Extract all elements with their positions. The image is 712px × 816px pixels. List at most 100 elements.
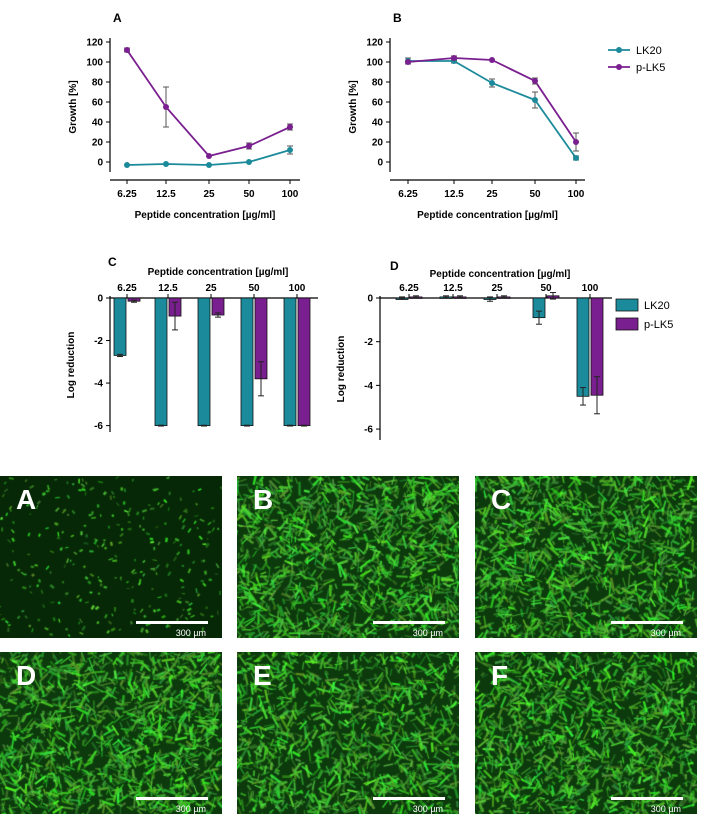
y-tick-label: 20 (92, 138, 104, 149)
data-point (489, 57, 495, 63)
scale-label: 300 µm (650, 804, 681, 814)
x-tick-label: 100 (582, 283, 599, 294)
micrograph-tile: E 300 µm (237, 652, 459, 814)
y-tick-label: -6 (94, 421, 103, 432)
data-point (573, 139, 579, 145)
bar (283, 297, 297, 427)
y-tick-label: 0 (97, 158, 103, 169)
data-point (405, 59, 411, 65)
panel-letter: A (113, 11, 122, 25)
x-tick-label: 25 (205, 283, 217, 294)
micrograph-letter: B (253, 484, 274, 515)
scale-label: 300 µm (175, 804, 206, 814)
x-tick-label: 25 (486, 189, 498, 200)
x-tick-label: 12.5 (444, 189, 464, 200)
y-tick-label: 40 (92, 118, 104, 129)
legend-swatch (615, 298, 639, 312)
x-tick-label: 25 (203, 189, 215, 200)
micrograph-tile: A 300 µm (0, 476, 222, 638)
data-point (206, 162, 212, 168)
data-point (246, 143, 252, 149)
bar (154, 297, 168, 427)
x-tick-label: 6.25 (399, 283, 419, 294)
micrograph-letter: E (253, 660, 272, 691)
micrograph-tile: C 300 µm (475, 476, 697, 638)
y-tick-label: 20 (372, 138, 384, 149)
y-axis-label: Log reduction (336, 336, 347, 403)
legend-label: LK20 (644, 300, 670, 312)
data-point (451, 55, 457, 61)
y-tick-label: 120 (86, 38, 103, 49)
x-tick-label: 50 (529, 189, 541, 200)
y-axis-label: Log reduction (66, 332, 77, 399)
data-point (532, 97, 538, 103)
data-point (489, 80, 495, 86)
legend-label: p-LK5 (644, 319, 673, 331)
x-tick-label: 6.25 (117, 283, 137, 294)
series-line (407, 57, 577, 143)
x-tick-label: 6.25 (117, 189, 137, 200)
micrograph-tile: D 300 µm (0, 652, 222, 814)
legend-marker (616, 47, 622, 53)
scale-bar (611, 797, 683, 800)
x-tick-label: 12.5 (443, 283, 463, 294)
y-tick-label: 0 (97, 294, 103, 305)
y-tick-label: 80 (372, 78, 384, 89)
data-point (163, 104, 169, 110)
x-tick-label: 100 (282, 189, 299, 200)
x-tick-label: 25 (491, 283, 503, 294)
data-point (287, 124, 293, 130)
y-tick-label: -4 (94, 379, 103, 390)
scale-bar (373, 621, 445, 624)
y-tick-label: 60 (372, 98, 384, 109)
micrograph-tile: F 300 µm (475, 652, 697, 814)
y-tick-label: -2 (94, 336, 103, 347)
y-tick-label: 40 (372, 118, 384, 129)
panel-letter: C (108, 255, 117, 269)
legend-marker (616, 64, 622, 70)
x-tick-label: 50 (248, 283, 260, 294)
scale-label: 300 µm (175, 628, 206, 638)
scale-bar (136, 797, 208, 800)
data-point (287, 147, 293, 153)
series-line (408, 60, 577, 159)
data-point (573, 155, 579, 161)
x-tick-label: 50 (243, 189, 255, 200)
charts-canvas: A 0 20 40 60 80 100 120 6.25 12.5 25 50 100 Peptide c… (66, 11, 673, 440)
x-axis-label: Peptide concentration [µg/ml] (430, 269, 571, 280)
micrograph-letter: C (491, 484, 512, 515)
panel-letter: B (393, 11, 402, 25)
bar (240, 297, 254, 427)
legend-swatch (615, 317, 639, 331)
y-tick-label: 0 (367, 294, 373, 305)
scale-label: 300 µm (650, 628, 681, 638)
bar (297, 297, 311, 427)
micrograph-tile: B 300 µm (237, 476, 459, 638)
x-axis-label: Peptide concentration [µg/ml] (135, 210, 276, 221)
y-tick-label: 100 (86, 58, 103, 69)
x-tick-label: 100 (568, 189, 585, 200)
scale-bar (611, 621, 683, 624)
x-axis-label: Peptide concentration [µg/ml] (417, 210, 558, 221)
data-point (246, 159, 252, 165)
x-tick-label: 100 (289, 283, 306, 294)
data-point (124, 162, 130, 168)
micrograph-letter: A (16, 484, 37, 515)
x-tick-label: 12.5 (158, 283, 178, 294)
data-point (532, 78, 538, 84)
x-tick-label: 50 (540, 283, 552, 294)
scale-label: 300 µm (412, 628, 443, 638)
y-tick-label: -6 (364, 425, 373, 436)
scale-label: 300 µm (412, 804, 443, 814)
bar (197, 297, 211, 427)
legend-label: LK20 (636, 45, 662, 57)
data-point (206, 153, 212, 159)
y-tick-label: 0 (377, 158, 383, 169)
x-tick-label: 12.5 (156, 189, 176, 200)
y-tick-label: 60 (92, 98, 104, 109)
micrograph-letter: D (16, 660, 37, 691)
series-line (126, 49, 291, 158)
y-tick-label: -2 (364, 337, 373, 348)
micrograph-letter: F (491, 660, 509, 691)
y-tick-label: 120 (366, 38, 383, 49)
